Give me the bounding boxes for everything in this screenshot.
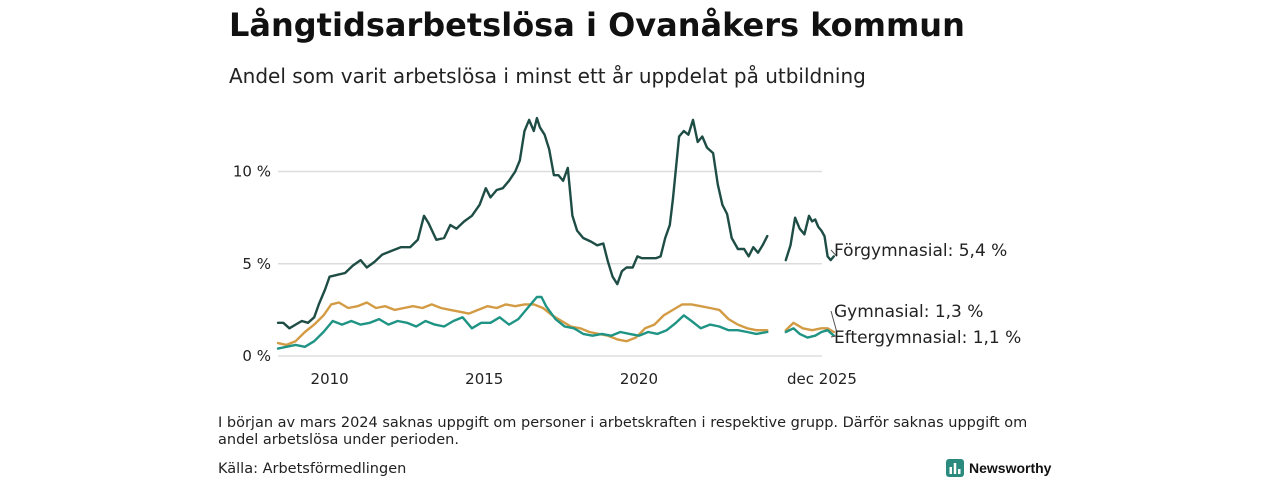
chart-title: Långtidsarbetslösa i Ovanåkers kommun <box>229 6 965 44</box>
series-line-förgymnasial <box>276 116 835 330</box>
footnote: I början av mars 2024 saknas uppgift om … <box>218 415 1028 448</box>
series-line-eftergymnasial <box>276 295 835 350</box>
end-label-förgymnasial: Förgymnasial: 5,4 % <box>834 241 1007 261</box>
newsworthy-logo-icon <box>946 459 964 477</box>
brand-name: Newsworthy <box>969 460 1052 476</box>
y-tick-label: 0 % <box>242 347 271 365</box>
x-tick-label: 2020 <box>620 370 658 388</box>
x-tick-label: dec 2025 <box>787 370 857 388</box>
label-connector <box>830 249 838 257</box>
label-connector <box>830 335 837 338</box>
end-label-eftergymnasial: Eftergymnasial: 1,1 % <box>834 328 1021 348</box>
chart-subtitle: Andel som varit arbetslösa i minst ett å… <box>229 64 866 88</box>
line-chart: 0 % 5 % 10 % 2010 2015 2020 dec 2025 Förgymna… <box>233 116 1021 388</box>
source-credit: Källa: Arbetsförmedlingen <box>218 461 407 477</box>
x-tick-label: 2015 <box>465 370 503 388</box>
x-axis-ticks: 2010 2015 2020 dec 2025 <box>311 370 857 388</box>
x-tick-label: 2010 <box>311 370 349 388</box>
series-lines <box>276 116 835 350</box>
y-tick-label: 5 % <box>242 255 271 273</box>
brand-logo: Newsworthy <box>946 459 1051 477</box>
y-axis-ticks: 0 % 5 % 10 % <box>233 163 271 365</box>
series-line-gymnasial <box>276 301 835 347</box>
y-tick-label: 10 % <box>233 163 271 181</box>
end-labels: Förgymnasial: 5,4 % Gymnasial: 1,3 % Efter… <box>830 241 1021 348</box>
end-label-gymnasial: Gymnasial: 1,3 % <box>834 302 983 322</box>
gridlines <box>278 170 822 357</box>
label-connector <box>830 310 838 333</box>
